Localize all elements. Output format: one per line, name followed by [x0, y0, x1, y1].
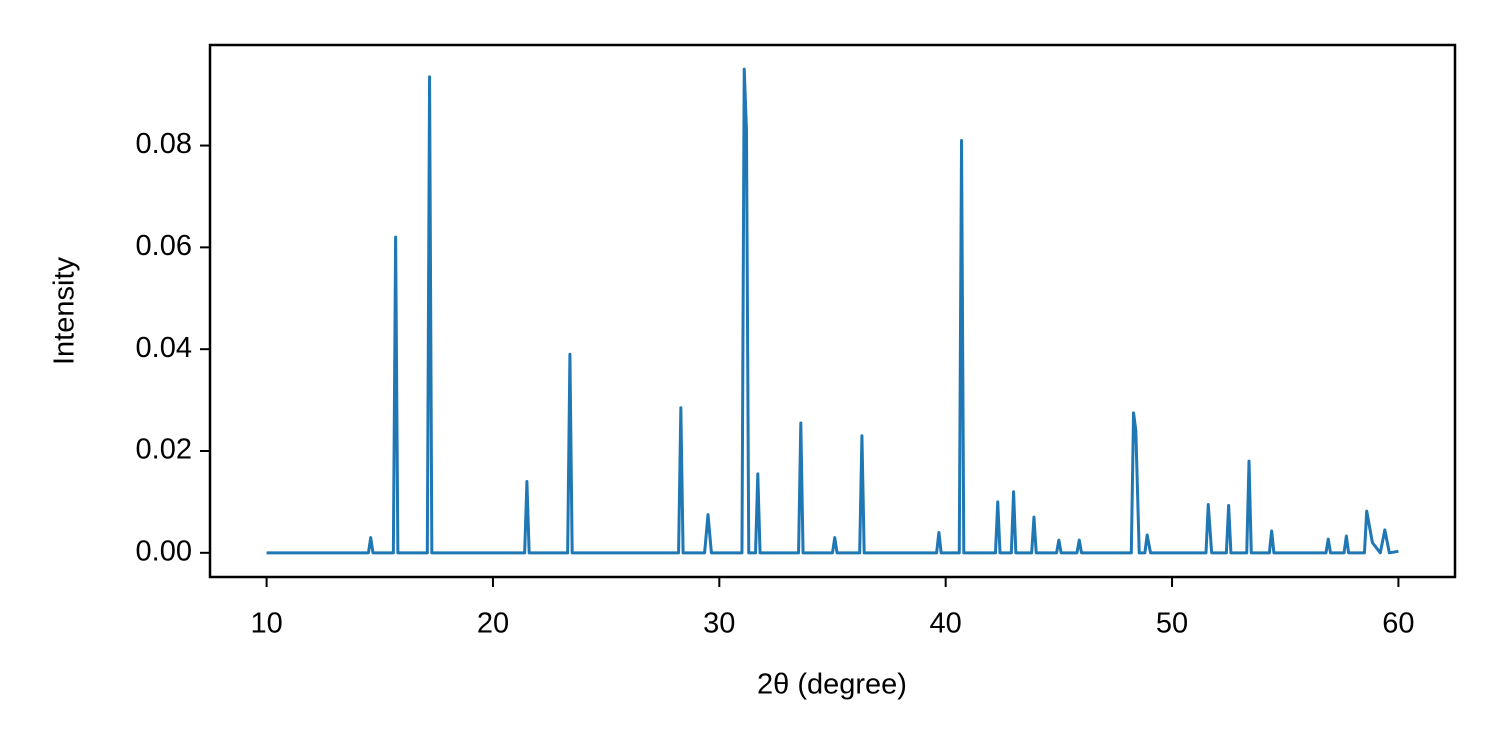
x-tick-label: 60 — [1382, 608, 1414, 640]
x-tick-label: 50 — [1156, 608, 1188, 640]
y-tick-label: 0.04 — [136, 332, 192, 364]
y-tick-label: 0.00 — [136, 535, 192, 567]
x-tick-label: 30 — [703, 608, 735, 640]
x-tick-label: 10 — [250, 608, 282, 640]
x-tick-label: 20 — [477, 608, 509, 640]
y-axis-label: Intensity — [49, 257, 81, 365]
y-tick-label: 0.06 — [136, 230, 192, 262]
plot-frame — [208, 43, 1457, 579]
y-tick-label: 0.08 — [136, 128, 192, 160]
data-line — [266, 67, 1399, 555]
x-tick-label: 40 — [930, 608, 962, 640]
x-axis-label: 2θ (degree) — [757, 669, 907, 701]
y-tick-label: 0.02 — [136, 434, 192, 466]
